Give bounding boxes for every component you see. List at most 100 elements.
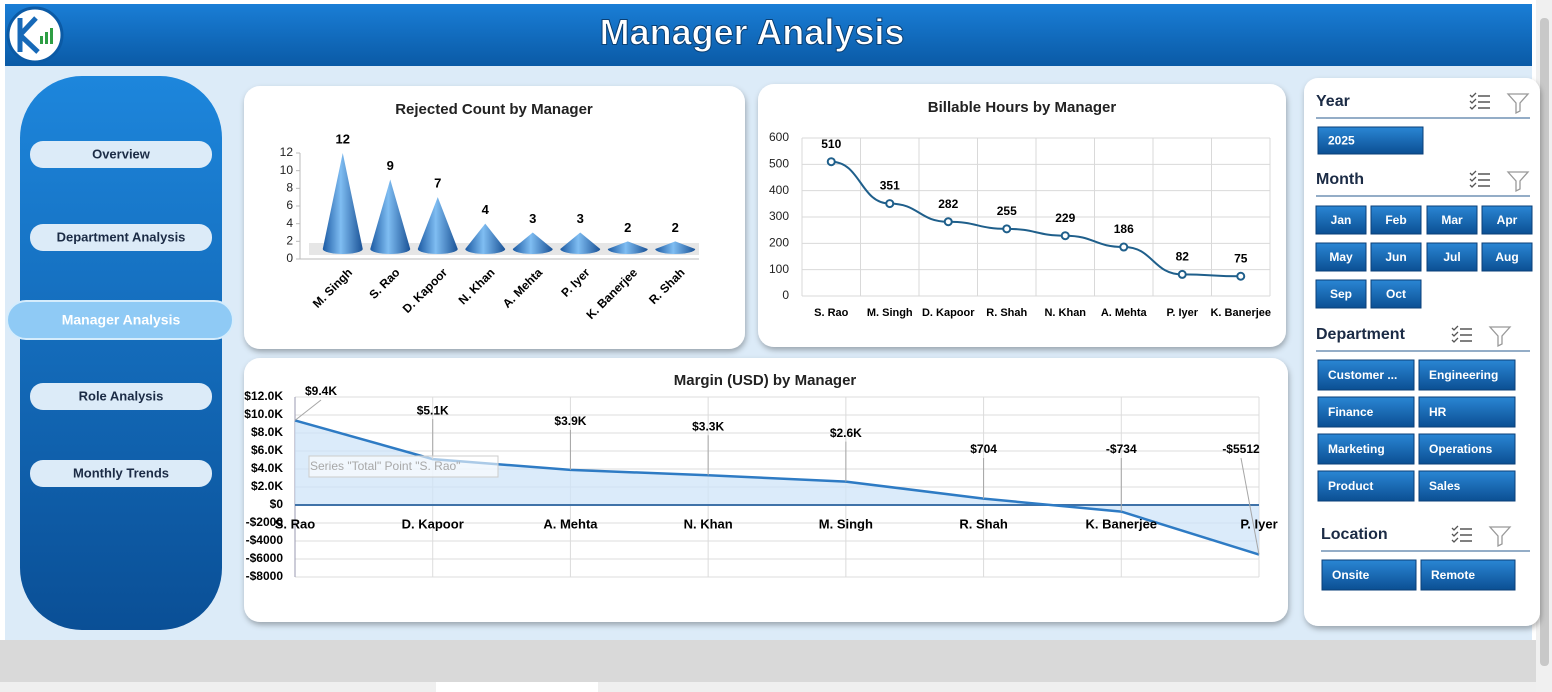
slicer-item[interactable]: Customer ... xyxy=(1328,368,1397,382)
slicer-item[interactable]: Operations xyxy=(1429,442,1493,456)
slicer-item[interactable]: Remote xyxy=(1431,568,1475,582)
slicer-button-bg[interactable] xyxy=(1481,242,1533,272)
header-bar xyxy=(5,4,1532,66)
slicer-button[interactable]: Jun xyxy=(1370,242,1422,272)
icon-check[interactable] xyxy=(1469,92,1477,98)
slicer-item[interactable]: Finance xyxy=(1328,405,1374,419)
slicer-item[interactable]: Product xyxy=(1328,479,1373,493)
slicer-button-bg[interactable] xyxy=(1315,205,1367,235)
slicer-item[interactable]: Apr xyxy=(1497,213,1518,227)
slicer-item[interactable]: Onsite xyxy=(1332,568,1370,582)
slicer-button[interactable]: Oct xyxy=(1370,279,1422,309)
slicer-button[interactable]: Remote xyxy=(1420,559,1516,591)
slicer-item[interactable]: Oct xyxy=(1386,287,1406,301)
slicer-button[interactable]: Aug xyxy=(1481,242,1533,272)
slicer-item[interactable]: May xyxy=(1329,250,1353,264)
slicer-button[interactable]: Sep xyxy=(1315,279,1367,309)
nav-label[interactable]: Role Analysis xyxy=(79,388,164,403)
slicer-item[interactable]: HR xyxy=(1429,405,1447,419)
slicer-item[interactable]: Feb xyxy=(1385,213,1406,227)
multi-select-icon[interactable] xyxy=(1451,325,1472,343)
slicer-item[interactable]: Sep xyxy=(1330,287,1352,301)
slicer-button[interactable]: Product xyxy=(1317,470,1415,502)
slicer-button-bg[interactable] xyxy=(1317,470,1415,502)
nav-label[interactable]: Department Analysis xyxy=(57,229,186,244)
slicer-button-bg[interactable] xyxy=(1317,126,1424,155)
slicer-item[interactable]: Sales xyxy=(1429,479,1461,493)
nav-label[interactable]: Monthly Trends xyxy=(73,465,169,480)
nav-button-bg[interactable] xyxy=(30,141,212,168)
slicer-item[interactable]: Jul xyxy=(1443,250,1460,264)
slicer-button[interactable]: Jan xyxy=(1315,205,1367,235)
slicer-button-bg[interactable] xyxy=(1317,396,1415,428)
slicer-button[interactable]: Onsite xyxy=(1321,559,1417,591)
icon-check[interactable] xyxy=(1451,337,1459,343)
slicer-item[interactable]: Marketing xyxy=(1328,442,1385,456)
slicer-button-bg[interactable] xyxy=(1315,242,1367,272)
slicer-item[interactable]: Engineering xyxy=(1429,368,1498,382)
nav-button-bg[interactable] xyxy=(6,300,234,340)
slicer-item[interactable]: Jun xyxy=(1385,250,1406,264)
slicer-button-bg[interactable] xyxy=(1370,279,1422,309)
icon-check[interactable] xyxy=(1469,182,1477,188)
slicer-button-bg[interactable] xyxy=(1418,396,1516,428)
slicer-button[interactable]: Feb xyxy=(1370,205,1422,235)
clear-filter-icon[interactable] xyxy=(1488,326,1512,348)
slicer-button[interactable]: Jul xyxy=(1426,242,1478,272)
nav-button-bg[interactable] xyxy=(30,460,212,487)
icon-check[interactable] xyxy=(1451,325,1459,331)
icon-check[interactable] xyxy=(1451,531,1459,537)
icon-check[interactable] xyxy=(1451,525,1459,531)
slicer-button[interactable]: Apr xyxy=(1481,205,1533,235)
clear-filter-icon[interactable] xyxy=(1506,93,1530,115)
slicer-button-bg[interactable] xyxy=(1418,433,1516,465)
icon-check[interactable] xyxy=(1451,537,1459,543)
slicer-button-bg[interactable] xyxy=(1370,242,1422,272)
slicer-button[interactable]: Marketing xyxy=(1317,433,1415,465)
slicer-button-bg[interactable] xyxy=(1370,205,1422,235)
nav-button[interactable]: Role Analysis xyxy=(30,383,212,410)
slicer-button[interactable]: Operations xyxy=(1418,433,1516,465)
multi-select-icon[interactable] xyxy=(1469,92,1490,110)
clear-filter-icon[interactable] xyxy=(1506,171,1530,193)
slicer-button[interactable]: May xyxy=(1315,242,1367,272)
slicer-item[interactable]: Aug xyxy=(1495,250,1518,264)
nav-button[interactable]: Manager Analysis xyxy=(6,300,234,340)
slicer-button[interactable]: Customer ... xyxy=(1317,359,1415,391)
nav-label[interactable]: Manager Analysis xyxy=(62,312,181,328)
slicer-button-bg[interactable] xyxy=(1418,470,1516,502)
slicer-item[interactable]: 2025 xyxy=(1328,134,1355,148)
slicer-button[interactable]: Finance xyxy=(1317,396,1415,428)
nav-label[interactable]: Overview xyxy=(92,146,151,161)
slicer-item[interactable]: Mar xyxy=(1441,213,1463,227)
slicer-item[interactable]: Jan xyxy=(1331,213,1352,227)
slicer-button[interactable]: HR xyxy=(1418,396,1516,428)
slicer-button-bg[interactable] xyxy=(1317,433,1415,465)
slicer-button[interactable]: Engineering xyxy=(1418,359,1516,391)
slicer-button-bg[interactable] xyxy=(1426,205,1478,235)
nav-button-bg[interactable] xyxy=(30,224,212,251)
icon-check[interactable] xyxy=(1469,104,1477,110)
nav-button[interactable]: Overview xyxy=(30,141,212,168)
icon-check[interactable] xyxy=(1469,98,1477,104)
slicer-button[interactable]: 2025 xyxy=(1317,126,1424,155)
slicer-button-bg[interactable] xyxy=(1317,359,1415,391)
nav-button[interactable]: Monthly Trends xyxy=(30,460,212,487)
icon-check[interactable] xyxy=(1469,170,1477,176)
nav-button-bg[interactable] xyxy=(30,383,212,410)
slicer-button-bg[interactable] xyxy=(1481,205,1533,235)
slicer-button-bg[interactable] xyxy=(1426,242,1478,272)
multi-select-icon[interactable] xyxy=(1469,170,1490,188)
slicer-button[interactable]: Sales xyxy=(1418,470,1516,502)
nav-button[interactable]: Department Analysis xyxy=(30,224,212,251)
slicer-button-bg[interactable] xyxy=(1418,359,1516,391)
slicer-button-bg[interactable] xyxy=(1321,559,1417,591)
multi-select-icon[interactable] xyxy=(1451,525,1472,543)
slicer-button[interactable]: Mar xyxy=(1426,205,1478,235)
clear-filter-icon[interactable] xyxy=(1488,526,1512,548)
slicer-button-bg[interactable] xyxy=(1315,279,1367,309)
icon-check[interactable] xyxy=(1451,331,1459,337)
icon-check[interactable] xyxy=(1469,176,1477,182)
nav-panel xyxy=(20,76,222,630)
slicer-button-bg[interactable] xyxy=(1420,559,1516,591)
